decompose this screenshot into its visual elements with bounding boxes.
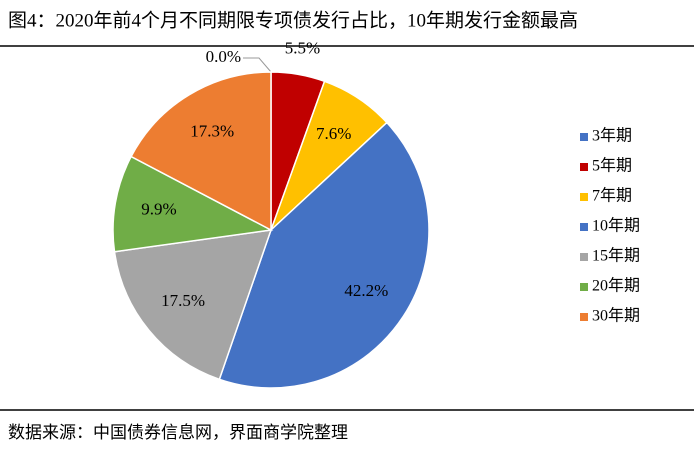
pie-slice: [130, 71, 272, 232]
legend-swatch: [580, 163, 588, 171]
legend-label: 20年期: [592, 277, 640, 295]
legend-swatch: [580, 253, 588, 261]
legend-label: 3年期: [592, 127, 632, 145]
data-label: 7.6%: [316, 124, 351, 143]
pie-slice: [218, 121, 430, 389]
pie-slice: [112, 155, 274, 253]
legend-swatch: [580, 223, 588, 231]
legend-swatch: [580, 283, 588, 291]
data-label: 0.0%: [206, 47, 241, 66]
legend-label: 15年期: [592, 247, 640, 265]
data-label: 5.5%: [285, 38, 320, 57]
legend-swatch: [580, 313, 588, 321]
leader-line: [243, 57, 272, 73]
data-label: 9.9%: [141, 199, 176, 218]
legend-label: 5年期: [592, 157, 632, 175]
legend-swatch: [580, 133, 588, 141]
legend-label: 10年期: [592, 217, 640, 235]
source-note: 数据来源：中国债券信息网，界面商学院整理: [8, 423, 348, 442]
legend-label: 7年期: [592, 187, 632, 205]
data-label: 17.5%: [161, 291, 205, 310]
pie-slice: [113, 229, 273, 381]
legend-label: 30年期: [592, 307, 640, 325]
legend-swatch: [580, 193, 588, 201]
data-label: 17.3%: [190, 122, 234, 141]
data-label: 42.2%: [344, 281, 388, 300]
chart-title: 图4：2020年前4个月不同期限专项债发行占比，10年期发行金额最高: [8, 9, 578, 31]
